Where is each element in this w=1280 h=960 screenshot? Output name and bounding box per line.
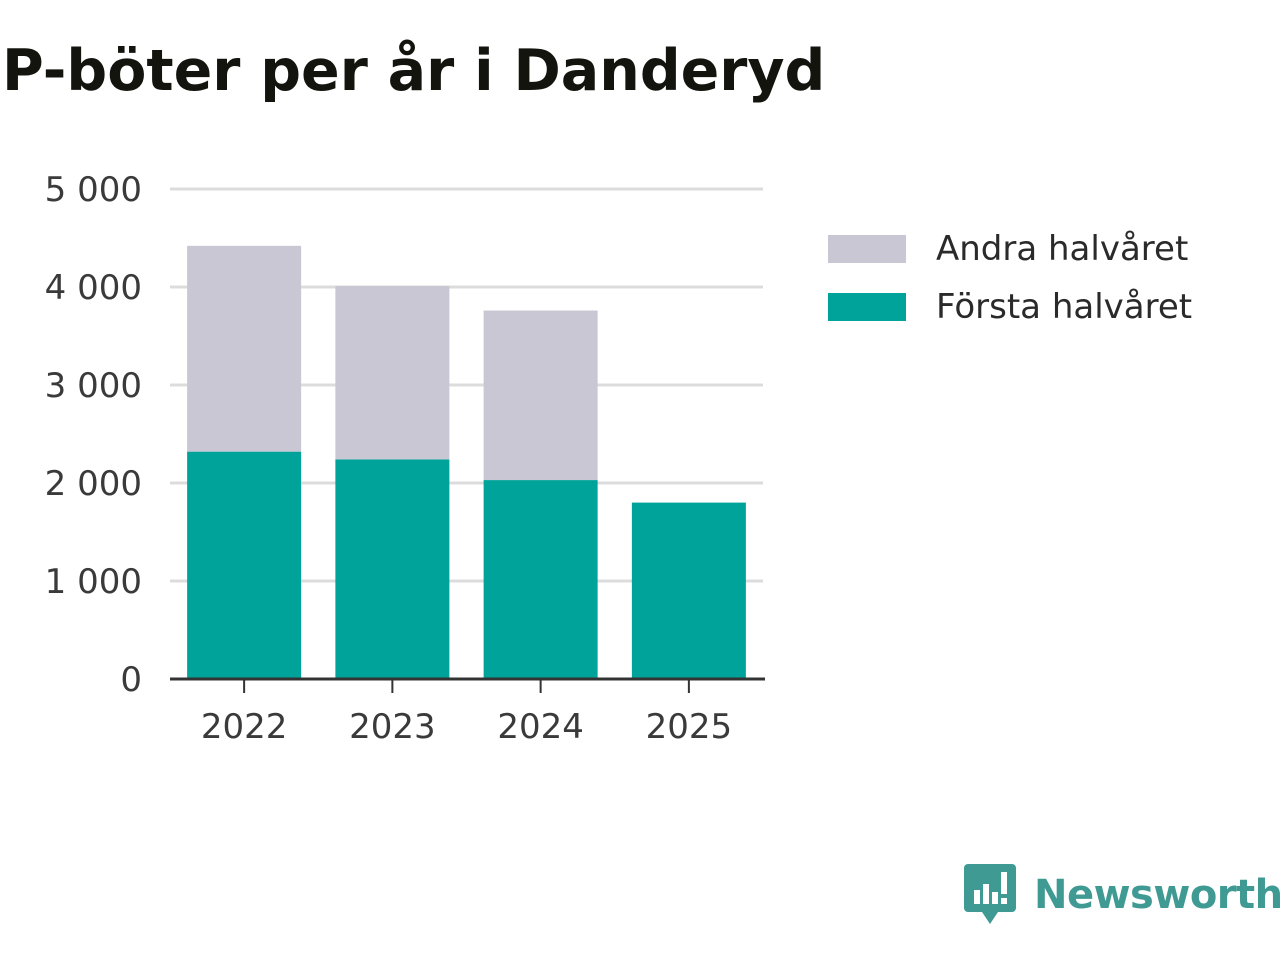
y-tick-label: 1 000 — [45, 562, 142, 602]
chart-title: P-böter per år i Danderyd — [2, 38, 826, 104]
legend-swatch-forsta — [828, 293, 906, 321]
legend-item-andra: Andra halvåret — [828, 220, 1192, 278]
y-tick-label: 0 — [120, 660, 142, 700]
legend-swatch-andra — [828, 235, 906, 263]
legend: Andra halvåret Första halvåret — [828, 220, 1192, 336]
bar-2024-andra — [483, 310, 598, 481]
bar-2023-forsta — [335, 459, 450, 679]
y-tick-label: 5 000 — [45, 170, 142, 210]
legend-label-andra: Andra halvåret — [936, 229, 1189, 269]
legend-item-forsta: Första halvåret — [828, 278, 1192, 336]
bar-2024-forsta — [483, 480, 598, 679]
brand-name: Newsworthy — [1034, 872, 1280, 918]
y-tick-label: 4 000 — [45, 268, 142, 308]
x-axis: 2022 2023 2024 2025 — [170, 677, 765, 747]
y-axis: 0 1 000 2 000 3 000 4 000 5 000 — [45, 170, 142, 700]
x-tick-label: 2022 — [201, 707, 288, 747]
y-tick-label: 3 000 — [45, 366, 142, 406]
x-tick-label: 2024 — [497, 707, 584, 747]
bars — [187, 245, 746, 679]
legend-label-forsta: Första halvåret — [936, 287, 1193, 327]
brand: Newsworthy — [964, 864, 1280, 926]
bar-2022-forsta — [187, 451, 302, 679]
x-tick-label: 2025 — [646, 707, 733, 747]
bar-2022-andra — [187, 245, 302, 452]
bar-2023-andra — [335, 286, 450, 460]
newsworthy-logo-icon — [964, 864, 1016, 924]
bar-2025-forsta — [631, 502, 746, 679]
x-tick-label: 2023 — [349, 707, 436, 747]
y-tick-label: 2 000 — [45, 464, 142, 504]
